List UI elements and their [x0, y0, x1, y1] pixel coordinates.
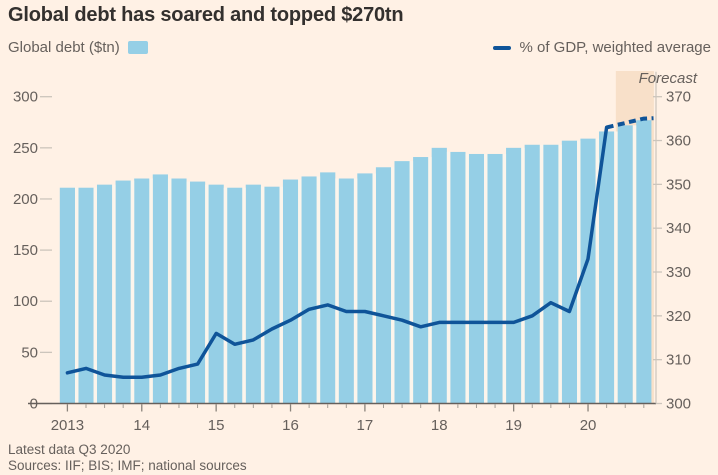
left-axis-tick-label: 150: [13, 242, 38, 259]
debt-bar-2015-q3: [245, 184, 261, 404]
right-axis-tick-label: 340: [666, 220, 691, 237]
bar-gap: [75, 187, 79, 404]
debt-bar-2018-q2: [450, 151, 466, 404]
gdp-line: [65, 125, 609, 379]
debt-bar-2014-q1: [134, 178, 150, 404]
debt-bar-2014-q2: [152, 174, 168, 404]
right-axis-tick-label: 320: [666, 308, 691, 325]
debt-bar-2015-q4: [264, 186, 280, 404]
x-axis-year-label: 20: [580, 417, 597, 434]
legend-line: % of GDP, weighted average: [493, 39, 711, 56]
latest-data-note: Latest data Q3 2020: [8, 442, 131, 457]
debt-bar-2016-q4: [338, 178, 354, 404]
debt-bar-2016-q1: [282, 179, 299, 404]
bar-gap: [465, 153, 469, 404]
debt-bar-2018-q3: [468, 153, 485, 404]
legend-bars-label: Global debt ($tn): [8, 39, 120, 56]
bar-gap: [521, 147, 525, 404]
debt-bar-2019-q4: [561, 140, 578, 404]
debt-bar-2020-q3: [617, 125, 633, 404]
bar-gap: [614, 131, 618, 404]
debt-bar-2019-q3: [543, 144, 559, 404]
bar-gap: [577, 140, 581, 404]
debt-bar-2013-q1: [59, 187, 75, 404]
bar-gap: [502, 153, 507, 404]
left-axis-tick-label: 300: [13, 89, 38, 106]
bar-gap: [391, 167, 395, 404]
debt-bar-2013-q3: [96, 184, 113, 404]
bar-gap: [260, 186, 265, 404]
left-axis-tick-label: 50: [21, 344, 38, 361]
x-axis-year-label: 18: [431, 417, 448, 434]
bar-gap: [632, 125, 637, 404]
right-axis-tick-label: 370: [666, 89, 691, 106]
debt-bar-2017-q2: [375, 167, 392, 404]
debt-bar-2014-q3: [171, 178, 187, 404]
debt-bar-2018-q1: [431, 147, 447, 404]
bar-gap: [484, 153, 488, 404]
bar-gap: [242, 187, 246, 404]
right-axis-tick-label: 330: [666, 264, 691, 281]
bar-gap: [409, 161, 414, 404]
bar-gap: [205, 184, 209, 404]
debt-bar-2015-q1: [208, 184, 224, 404]
debt-bar-2015-q2: [227, 187, 243, 404]
debt-bar-2020-q2: [599, 131, 615, 404]
debt-bar-2018-q4: [487, 153, 503, 404]
debt-bar-2017-q1: [357, 173, 373, 404]
x-axis-year-label: 14: [133, 417, 150, 434]
bar-gap: [112, 184, 116, 404]
x-axis-year-label: 19: [505, 417, 522, 434]
debt-bar-2017-q4: [413, 157, 429, 404]
bar-gap: [428, 157, 432, 404]
debt-bar-2017-q3: [394, 161, 410, 404]
legend-bars: Global debt ($tn): [8, 39, 148, 56]
left-axis-tick-label: 200: [13, 191, 38, 208]
page-title: Global debt has soared and topped $270tn: [8, 4, 404, 26]
right-axis-tick-label: 350: [666, 176, 691, 193]
debt-bar-2013-q4: [115, 180, 131, 404]
right-axis-tick-label: 360: [666, 133, 691, 150]
debt-bar-2014-q4: [189, 181, 206, 404]
bar-gap: [167, 178, 172, 404]
debt-bar-2016-q2: [301, 176, 317, 404]
left-axis-tick-label: 100: [13, 293, 38, 310]
bar-gap: [279, 186, 283, 404]
right-axis-tick-label: 310: [666, 352, 691, 369]
debt-bar-2020-q1: [580, 138, 596, 404]
bar-gap: [353, 178, 358, 404]
legend-line-label: % of GDP, weighted average: [519, 39, 711, 56]
left-axis-tick-label: 250: [13, 140, 38, 157]
debt-bar-2016-q3: [320, 172, 336, 404]
debt-bar-2013-q2: [78, 187, 94, 404]
bar-gap: [539, 144, 544, 404]
bar-gap: [335, 178, 339, 404]
bar-gap: [316, 176, 321, 404]
bar-gap: [223, 187, 228, 404]
bar-gap: [298, 179, 302, 404]
source-line: Sources: IIF; BIS; IMF; national sources: [8, 458, 247, 473]
bar-gap: [149, 178, 153, 404]
bar-gap: [446, 151, 451, 404]
gdp-line-forecast: [606, 116, 654, 130]
x-axis-year-label: 2013: [51, 417, 84, 434]
bar-gap: [558, 144, 562, 404]
x-axis-year-label: 17: [357, 417, 374, 434]
forecast-annotation: Forecast: [638, 70, 697, 87]
line-swatch-icon: [493, 45, 512, 50]
bar-gap: [595, 138, 600, 404]
right-axis-tick-label: 300: [666, 396, 691, 413]
bar-gap: [130, 180, 135, 404]
bar-swatch-icon: [127, 41, 148, 54]
debt-bar-2020-q4: [636, 120, 652, 404]
x-axis-year-label: 15: [208, 417, 225, 434]
bar-gap: [372, 173, 376, 404]
x-axis-year-label: 16: [282, 417, 299, 434]
bar-gap: [186, 181, 190, 404]
debt-bar-2019-q2: [524, 144, 540, 404]
bar-gap: [93, 187, 97, 404]
debt-bar-2019-q1: [506, 147, 522, 404]
